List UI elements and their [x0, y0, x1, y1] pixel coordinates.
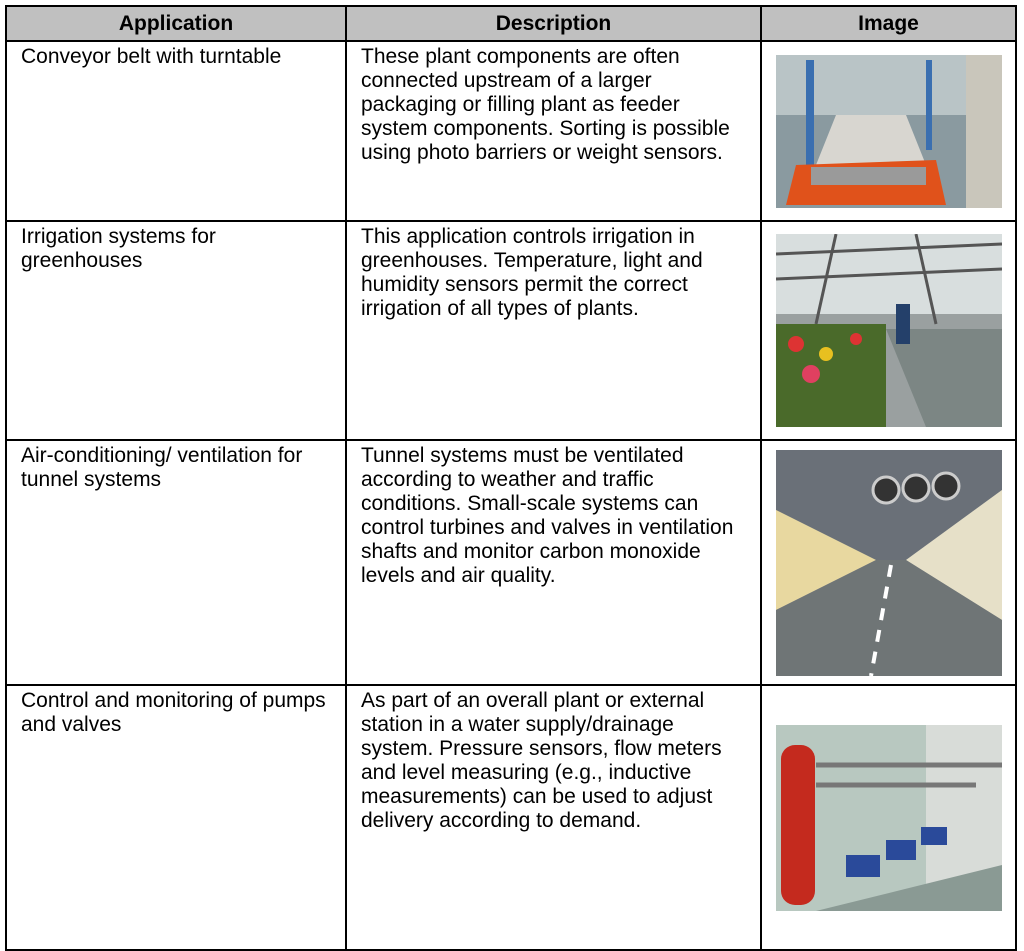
image-cell — [760, 220, 1017, 441]
column-header: Application — [5, 5, 347, 42]
description-cell: As part of an overall plant or external … — [345, 684, 762, 951]
pump-image — [775, 724, 1002, 911]
application-cell: Conveyor belt with turntable — [5, 40, 347, 222]
tunnel-image — [775, 449, 1002, 676]
table-row: Irrigation systems for greenhouses This … — [5, 220, 1017, 441]
header-row: Application Description Image — [5, 5, 1017, 42]
table-row: Control and monitoring of pumps and valv… — [5, 684, 1017, 951]
application-cell: Irrigation systems for greenhouses — [5, 220, 347, 441]
column-header: Image — [760, 5, 1017, 42]
page: Application Description Image Conveyor b… — [5, 5, 1017, 951]
description-cell: Tunnel systems must be ventilated accord… — [345, 439, 762, 686]
applications-table: Application Description Image Conveyor b… — [5, 5, 1017, 951]
greenhouse-image — [775, 234, 1002, 427]
table-row: Conveyor belt with turntable These plant… — [5, 40, 1017, 222]
description-cell: These plant components are often connect… — [345, 40, 762, 222]
application-cell: Control and monitoring of pumps and valv… — [5, 684, 347, 951]
image-cell — [760, 684, 1017, 951]
application-cell: Air-conditioning/ ventilation for tunnel… — [5, 439, 347, 686]
description-cell: This application controls irrigation in … — [345, 220, 762, 441]
image-cell — [760, 439, 1017, 686]
conveyor-image — [775, 54, 1002, 208]
table-row: Air-conditioning/ ventilation for tunnel… — [5, 439, 1017, 686]
column-header: Description — [345, 5, 762, 42]
image-cell — [760, 40, 1017, 222]
